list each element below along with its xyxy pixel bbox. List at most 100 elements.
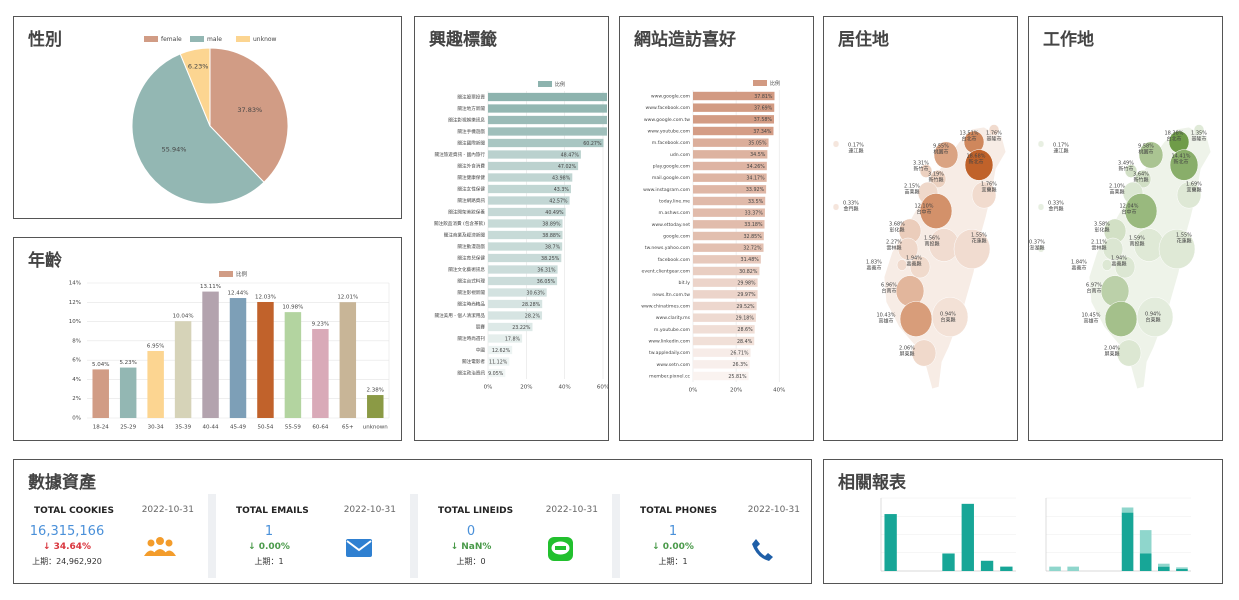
bar-label: 43.98% [552,175,571,181]
region-value: 2.11% [1091,240,1107,246]
region-value: 1.83% [866,260,882,266]
bar-label: 34.26% [747,164,766,170]
bar-label: 34.5% [750,152,766,158]
card-previous: 上期：0 [456,557,486,566]
x-tick-label: 40% [559,385,571,391]
region-value: 6.96% [881,283,897,289]
region-name: 花蓮縣 [1176,238,1191,245]
region-value: 1.55% [1176,233,1192,239]
bar-label: 30.82% [739,269,758,275]
bar-label: 37.69% [754,105,773,111]
y-tick-label: 4% [72,377,81,383]
region-name: 台中市 [916,209,931,216]
bar [693,231,764,241]
workplace-panel: 0.17% 連江縣 0.33% 金門縣 18.38% 台北市 1.35% 基隆市 9.58% 桃園… [1028,16,1223,441]
x-tick-label: 65+ [342,425,354,431]
bar [980,560,994,571]
region-value: 0.33% [843,201,859,207]
people-icon [144,537,176,556]
region-value: 1.76% [986,131,1002,137]
region [971,181,997,209]
y-tick-label: 關注開架美妝保養 [448,209,485,216]
bar-label: 29.52% [736,304,755,310]
bar-label: 28.28% [522,302,541,308]
reports-panel: 相關報表 [823,459,1223,584]
bar [312,328,329,418]
y-tick-label: www.google.com.tw [644,117,690,123]
bar [284,312,302,418]
region [964,149,994,181]
y-tick-label: 關注影視新聞 [457,289,485,296]
legend-label: 比例 [770,80,780,87]
bar [367,395,384,418]
region-name: 金門縣 [843,206,858,213]
y-tick-label: tw.news.yahoo.com [645,245,691,251]
card-title: TOTAL EMAILS [236,506,309,516]
y-tick-label: 關注政治資訊 [457,370,485,377]
card-previous: 上期：1 [658,557,688,566]
y-tick-label: www.instagram.com [643,187,690,193]
region-name: 金門縣 [1048,206,1063,213]
region-value: 1.76% [981,182,997,188]
bar-label: 9.05% [488,371,504,377]
region-value: 2.04% [1104,346,1120,352]
y-tick-label: 關注國際新聞 [457,140,485,147]
bar [693,336,755,346]
y-tick-label: www.youtube.com [648,129,691,135]
y-tick-label: udn.com [670,152,691,158]
bar [488,311,543,320]
bar [693,103,775,112]
y-tick-label: 關注時尚週刊 [457,335,485,342]
region-value: 2.06% [899,346,915,352]
region [1124,193,1158,229]
pie-slice [179,47,211,127]
region [1116,339,1142,367]
x-tick-label: 50-54 [257,425,273,431]
region-value: 1.69% [1186,182,1202,188]
age-panel: 比例 0% 2% 4% 6% 8% 10% 12% 14% 5.04% 18-24 5.23% 25-2… [13,237,402,441]
region-name: 台南市 [881,288,896,295]
y-tick-label: 0% [72,416,81,422]
card-value: 1 [264,524,274,539]
bar-label: 38.89% [542,221,561,227]
region-value: 18.38% [1164,131,1183,137]
y-tick-label: bit.ly [679,280,691,286]
region [1158,228,1196,270]
bar-label: 28.6% [737,327,753,333]
card-date: 2022-10-31 [747,505,800,515]
bar [147,350,164,418]
card-separator [612,494,620,578]
bar [693,325,755,334]
region-value: 0.17% [1053,143,1069,149]
region [931,296,969,338]
bar-label: 33.37% [745,210,764,216]
bar-label: 38.88% [542,233,561,239]
bar [693,266,760,276]
bar-label: 29.98% [737,280,756,286]
bar [488,299,543,309]
card-separator [410,494,418,578]
y-tick-label: 關注影視娛樂訊息 [448,117,485,124]
x-tick-label: 60% [597,385,609,391]
assets-panel: 數據資產 TOTAL COOKIES 2022-10-31 16,315,166… [13,459,812,584]
bar-label: 29.97% [737,292,756,298]
y-tick-label: www.linkedin.com [649,339,691,345]
region [1102,237,1124,261]
bar-label: 12.01% [337,295,358,301]
region-name: 基隆市 [1191,136,1206,143]
bar-label: 33.18% [744,222,763,228]
panel-title: 興趣標籤 [429,30,497,50]
y-tick-label: 14% [69,281,81,287]
region-value: 3.68% [889,222,905,228]
region-value: 10.45% [1081,313,1100,319]
x-tick-label: 60-64 [312,425,328,431]
panel-title: 年齡 [28,251,62,271]
y-tick-label: mail.google.com [652,175,691,181]
bar [693,196,766,206]
stat-card: TOTAL COOKIES 2022-10-31 16,315,166 ↓ 34… [14,494,208,578]
y-tick-label: tw.appledaily.com [649,350,690,356]
bar-label: 26.71% [730,350,749,356]
card-value: 16,315,166 [29,524,105,539]
y-tick-label: 關注台式料理 [457,278,485,285]
